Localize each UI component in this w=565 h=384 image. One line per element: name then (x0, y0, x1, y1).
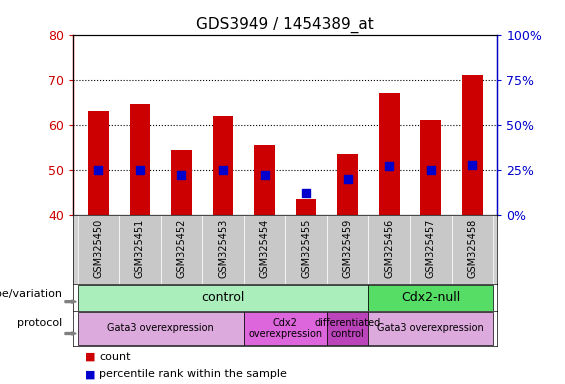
Text: Gata3 overexpression: Gata3 overexpression (107, 323, 214, 333)
Bar (368, 215, 410, 284)
Text: GSM325454: GSM325454 (259, 218, 270, 278)
Text: GSM325453: GSM325453 (218, 218, 228, 278)
Text: GSM325451: GSM325451 (135, 218, 145, 278)
Point (302, 190, 311, 197)
Point (385, 163, 394, 169)
Text: control: control (201, 291, 245, 304)
Point (177, 172, 186, 179)
Bar (119, 215, 160, 284)
Text: percentile rank within the sample: percentile rank within the sample (99, 369, 287, 379)
Text: GSM325450: GSM325450 (93, 218, 103, 278)
Text: ■: ■ (85, 369, 95, 379)
Bar (129, 104, 150, 215)
Bar (77, 312, 244, 345)
Bar (410, 215, 451, 284)
Bar (160, 215, 202, 284)
Text: differentiated
control: differentiated control (315, 318, 381, 339)
Point (219, 167, 228, 173)
Bar (212, 116, 233, 215)
Bar (295, 199, 316, 215)
Point (260, 172, 269, 179)
Bar (420, 120, 441, 215)
Text: GSM325459: GSM325459 (342, 218, 353, 278)
Bar (202, 215, 244, 284)
Bar (327, 312, 368, 345)
Bar (462, 75, 483, 215)
Bar (254, 145, 275, 215)
Bar (244, 215, 285, 284)
Point (136, 167, 145, 173)
Text: GSM325456: GSM325456 (384, 218, 394, 278)
Text: Gata3 overexpression: Gata3 overexpression (377, 323, 484, 333)
Bar (77, 285, 368, 311)
Text: GSM325452: GSM325452 (176, 218, 186, 278)
Bar (368, 285, 493, 311)
Bar (88, 111, 108, 215)
Point (94, 167, 103, 173)
Text: Cdx2
overexpression: Cdx2 overexpression (248, 318, 323, 339)
Bar (171, 150, 192, 215)
Point (468, 161, 477, 167)
Text: protocol: protocol (17, 318, 62, 328)
Bar (337, 154, 358, 215)
Bar (451, 215, 493, 284)
Text: count: count (99, 352, 131, 362)
Point (343, 176, 352, 182)
Text: ■: ■ (85, 352, 95, 362)
Bar (285, 215, 327, 284)
Bar (368, 312, 493, 345)
Title: GDS3949 / 1454389_at: GDS3949 / 1454389_at (197, 17, 374, 33)
Text: GSM325458: GSM325458 (467, 218, 477, 278)
Text: GSM325455: GSM325455 (301, 218, 311, 278)
Point (426, 167, 435, 173)
Bar (379, 93, 399, 215)
Text: Cdx2-null: Cdx2-null (401, 291, 460, 304)
Text: genotype/variation: genotype/variation (0, 288, 62, 299)
Text: GSM325457: GSM325457 (426, 218, 436, 278)
Bar (244, 312, 327, 345)
Bar (327, 215, 368, 284)
Bar (77, 215, 119, 284)
